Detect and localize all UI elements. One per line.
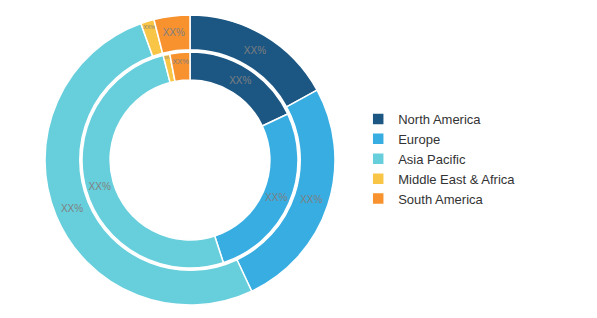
svg-text:XX%: XX% <box>172 57 189 66</box>
svg-text:XX%: XX% <box>89 181 111 192</box>
svg-text:XX%: XX% <box>164 56 171 60</box>
svg-text:XX%: XX% <box>143 24 155 30</box>
svg-text:XX%: XX% <box>300 194 322 205</box>
svg-text:South America: South America <box>398 192 483 207</box>
svg-text:North America: North America <box>398 112 481 127</box>
svg-text:XX%: XX% <box>229 75 251 86</box>
svg-text:XX%: XX% <box>265 192 287 203</box>
svg-text:Europe: Europe <box>398 132 440 147</box>
svg-text:XX%: XX% <box>61 203 83 214</box>
svg-text:Middle East & Africa: Middle East & Africa <box>398 172 515 187</box>
svg-text:Asia Pacific: Asia Pacific <box>398 152 466 167</box>
svg-text:XX%: XX% <box>244 45 266 56</box>
svg-text:XX%: XX% <box>163 27 185 38</box>
